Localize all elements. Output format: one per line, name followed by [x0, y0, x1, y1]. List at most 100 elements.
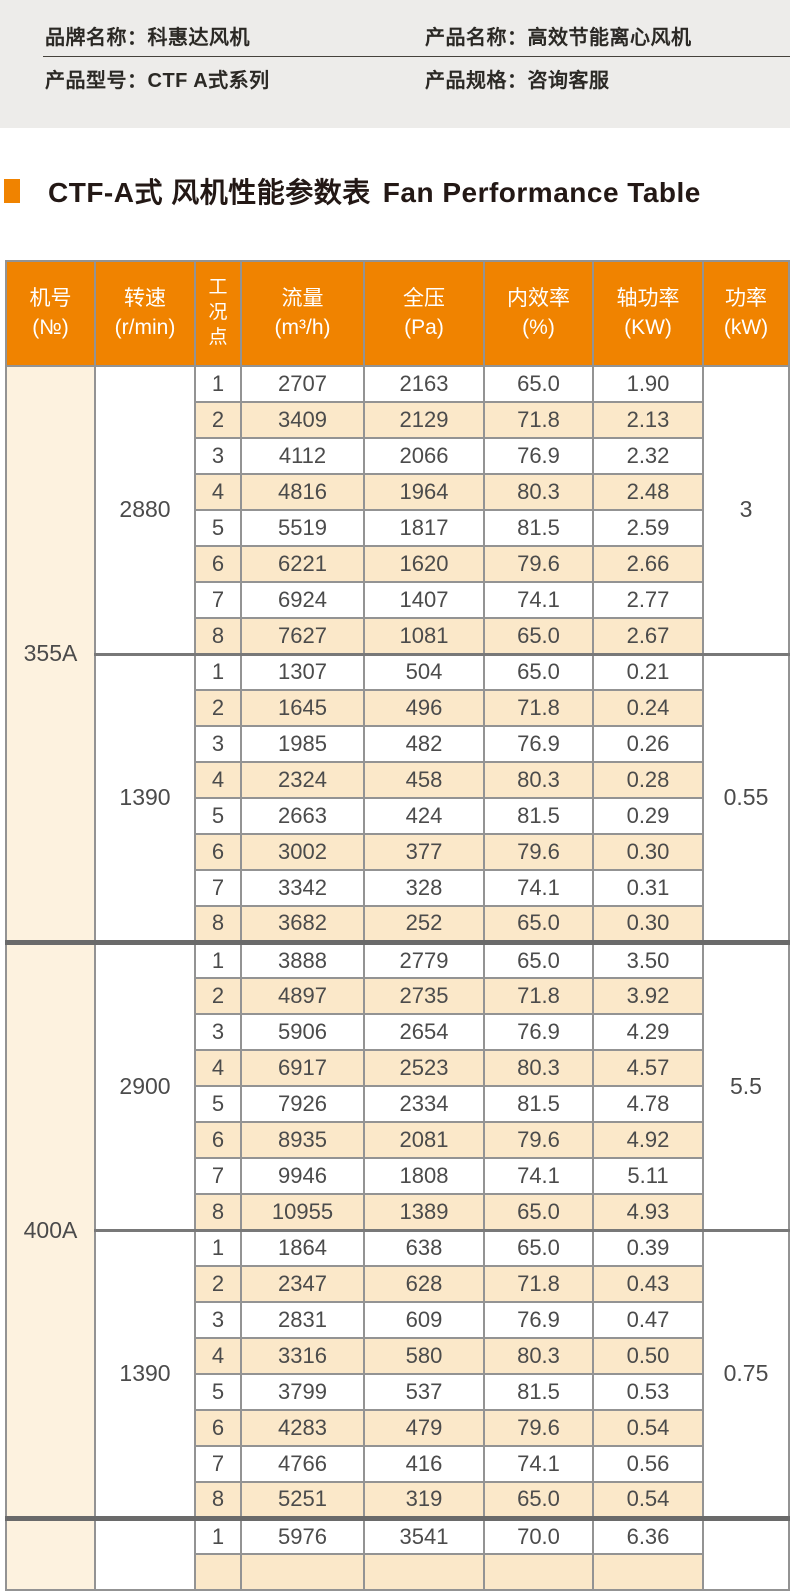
flow-cell: 6917: [240, 1049, 365, 1087]
power-cell: [702, 1515, 790, 1591]
table-row: 7 4766 416 74.1 0.56: [6, 1445, 789, 1483]
pressure-cell: 580: [363, 1337, 485, 1375]
rpm-cell: 2900: [94, 939, 196, 1231]
point-cell: 3: [194, 725, 242, 763]
brand-pair: 品牌名称：科惠达风机: [45, 21, 425, 50]
pressure-cell: 2654: [363, 1013, 485, 1051]
pressure-cell: 537: [363, 1373, 485, 1411]
efficiency-cell: 74.1: [483, 869, 594, 907]
flow-cell: 9946: [240, 1157, 365, 1195]
pressure-cell: [363, 1553, 485, 1591]
flow-cell: 8935: [240, 1121, 365, 1159]
efficiency-cell: 71.8: [483, 689, 594, 727]
point-cell: 7: [194, 869, 242, 907]
pressure-cell: 609: [363, 1301, 485, 1339]
pressure-cell: 377: [363, 833, 485, 871]
point-cell: [194, 1553, 242, 1591]
shaft-power-cell: 5.11: [592, 1157, 704, 1195]
efficiency-cell: 71.8: [483, 977, 594, 1015]
header-cell-8: 功率 (kW): [702, 260, 790, 367]
flow-cell: 5519: [240, 509, 365, 547]
table-row: 2 4897 2735 71.8 3.92: [6, 977, 789, 1015]
flow-cell: 4766: [240, 1445, 365, 1483]
pressure-cell: 1389: [363, 1193, 485, 1231]
point-cell: 6: [194, 833, 242, 871]
pressure-cell: 638: [363, 1228, 485, 1267]
spec-label: 产品规格：: [425, 69, 528, 92]
pressure-cell: 424: [363, 797, 485, 835]
pressure-cell: 2334: [363, 1085, 485, 1123]
machine-cell: 355A: [5, 365, 96, 943]
shaft-power-cell: 4.57: [592, 1049, 704, 1087]
point-cell: 3: [194, 437, 242, 475]
shaft-power-cell: 2.77: [592, 581, 704, 619]
pressure-cell: 2129: [363, 401, 485, 439]
flow-cell: 2324: [240, 761, 365, 799]
point-cell: 8: [194, 1193, 242, 1231]
page-title: CTF-A式 风机性能参数表 Fan Performance Table: [48, 171, 701, 211]
point-cell: 2: [194, 977, 242, 1015]
table-row: 7 9946 1808 74.1 5.11: [6, 1157, 789, 1195]
point-cell: 1: [194, 1515, 242, 1555]
shaft-power-cell: 0.29: [592, 797, 704, 835]
flow-cell: 3799: [240, 1373, 365, 1411]
pressure-cell: 319: [363, 1481, 485, 1519]
table-row: 7 3342 328 74.1 0.31: [6, 869, 789, 907]
flow-cell: 3342: [240, 869, 365, 907]
header-cell-7: 轴功率 (KW): [592, 260, 704, 367]
shaft-power-cell: [592, 1553, 704, 1591]
point-cell: 4: [194, 473, 242, 511]
table-row: 8 3682 252 65.0 0.30: [6, 905, 789, 943]
header-cell-4: 流量 (m³/h): [240, 260, 365, 367]
page-title-en: Fan Performance Table: [382, 177, 701, 208]
rpm-cell: 1390: [94, 1228, 196, 1519]
efficiency-cell: 71.8: [483, 1265, 594, 1303]
pressure-cell: 2066: [363, 437, 485, 475]
flow-cell: 6924: [240, 581, 365, 619]
fan-performance-table: 机号 (№) 转速 (r/min) 工况点 流量 (m³/h) 全压 (Pa) 内效率 (%) 轴功率…: [5, 260, 790, 1591]
point-cell: 1: [194, 939, 242, 979]
point-cell: 2: [194, 1265, 242, 1303]
table-row: 4 2324 458 80.3 0.28: [6, 761, 789, 799]
header-cell-6: 内效率 (%): [483, 260, 594, 367]
model-label: 产品型号：: [45, 69, 148, 92]
flow-cell: 7627: [240, 617, 365, 655]
header-cell-2: 转速 (r/min): [94, 260, 196, 367]
flow-cell: 4897: [240, 977, 365, 1015]
table-row: 6 8935 2081 79.6 4.92: [6, 1121, 789, 1159]
flow-cell: 5976: [240, 1515, 365, 1555]
point-cell: 4: [194, 1049, 242, 1087]
flow-cell: 1645: [240, 689, 365, 727]
flow-cell: 5251: [240, 1481, 365, 1519]
model-pair: 产品型号：CTF A式系列: [45, 64, 425, 93]
flow-cell: 1985: [240, 725, 365, 763]
section-title-row: CTF-A式 风机性能参数表 Fan Performance Table: [0, 168, 790, 214]
efficiency-cell: 79.6: [483, 1121, 594, 1159]
shaft-power-cell: 0.50: [592, 1337, 704, 1375]
power-cell: 3: [702, 365, 790, 655]
efficiency-cell: 74.1: [483, 581, 594, 619]
table-row: 2 1645 496 71.8 0.24: [6, 689, 789, 727]
table-row: 1390 1 1307 504 65.0 0.21 0.55: [6, 652, 790, 943]
point-cell: 4: [194, 1337, 242, 1375]
pressure-cell: 628: [363, 1265, 485, 1303]
shaft-power-cell: 4.29: [592, 1013, 704, 1051]
point-cell: 5: [194, 797, 242, 835]
pressure-cell: 2523: [363, 1049, 485, 1087]
efficiency-cell: 65.0: [483, 939, 594, 979]
point-cell: 6: [194, 545, 242, 583]
shaft-power-cell: 2.48: [592, 473, 704, 511]
point-cell: 4: [194, 761, 242, 799]
flow-cell: 2663: [240, 797, 365, 835]
pressure-cell: 328: [363, 869, 485, 907]
efficiency-cell: 76.9: [483, 725, 594, 763]
product-info-row-1: 品牌名称：科惠达风机 产品名称：高效节能离心风机: [0, 14, 790, 56]
pressure-cell: 1964: [363, 473, 485, 511]
table-row: 2 3409 2129 71.8 2.13: [6, 401, 789, 439]
pressure-cell: 1620: [363, 545, 485, 583]
efficiency-cell: 70.0: [483, 1515, 594, 1555]
table-row: 5 7926 2334 81.5 4.78: [6, 1085, 789, 1123]
flow-cell: 3316: [240, 1337, 365, 1375]
shaft-power-cell: 6.36: [592, 1515, 704, 1555]
machine-cell: 400A: [5, 939, 96, 1519]
